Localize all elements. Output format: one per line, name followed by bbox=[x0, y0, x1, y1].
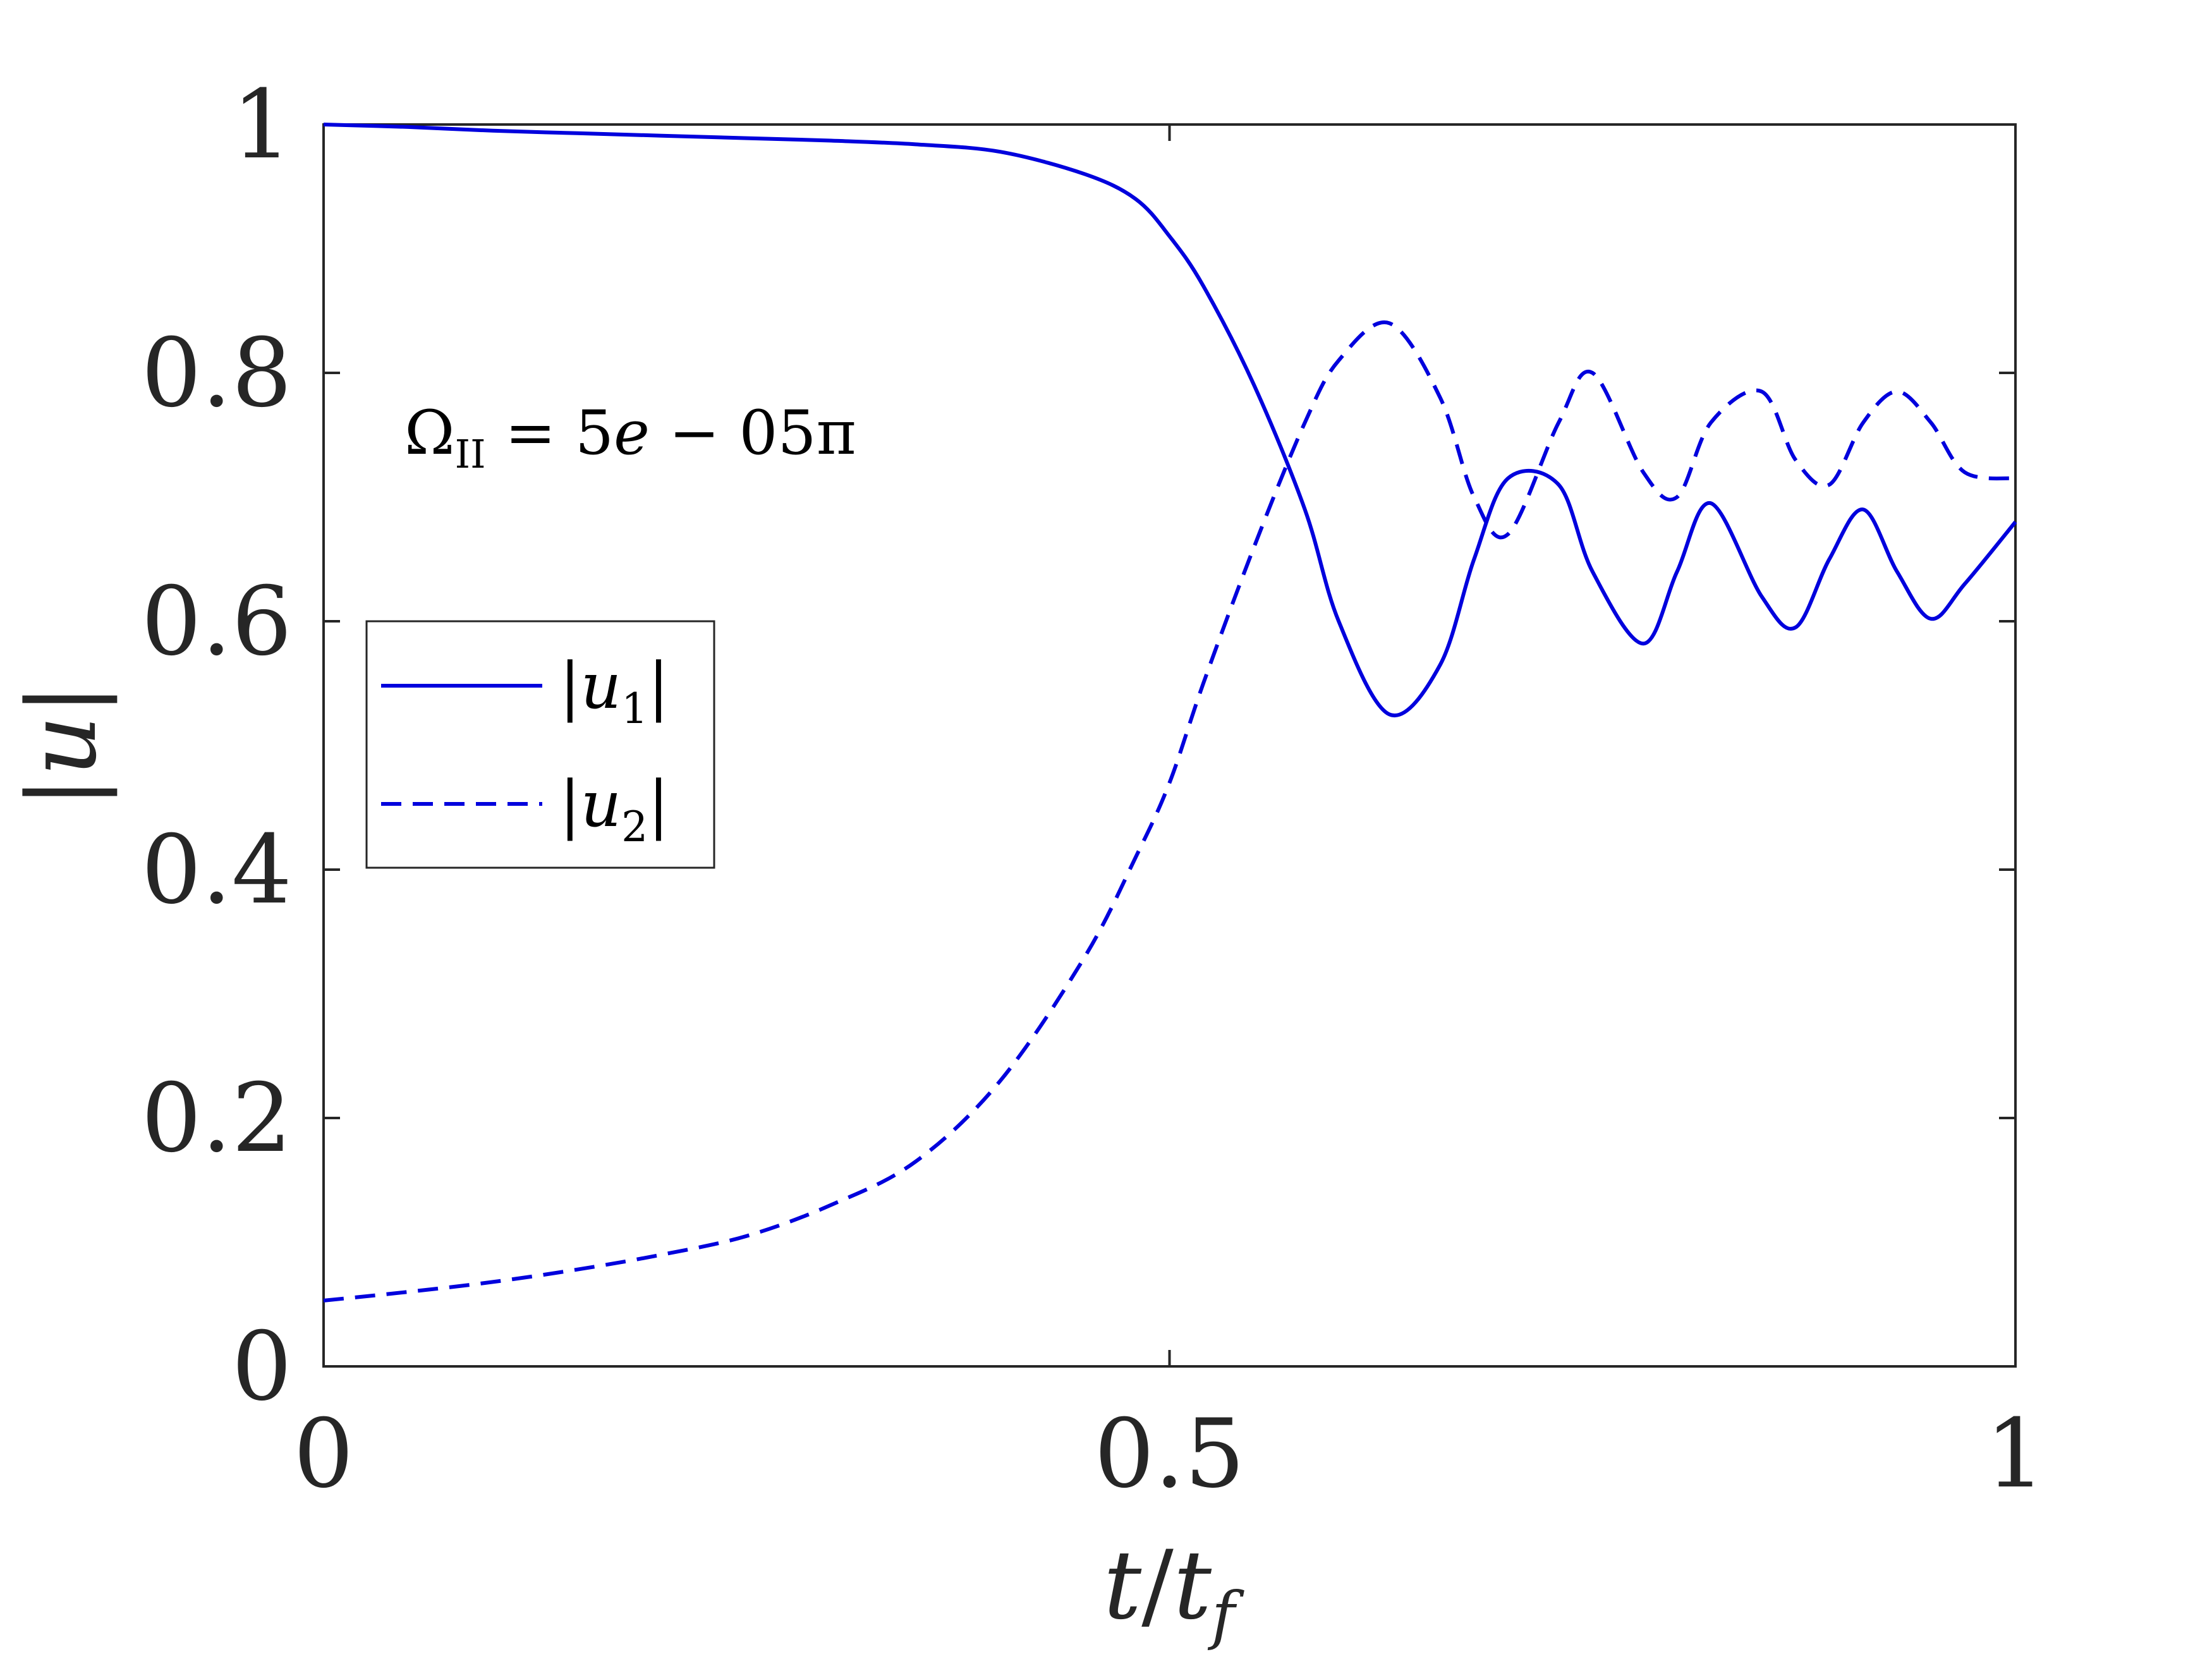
x-label-sub: f bbox=[1207, 1578, 1244, 1652]
ticks: 0 0.5 1 0 0.2 0.4 0.6 0.8 1 bbox=[141, 70, 2045, 1509]
annot-sub: II bbox=[455, 431, 486, 477]
omega-annotation: ΩII = 5e − 05π bbox=[404, 398, 856, 477]
x-label-tf: t bbox=[1174, 1531, 1212, 1641]
y-tick-label: 1 bbox=[232, 70, 292, 180]
annot-omega: Ω bbox=[404, 398, 455, 468]
annot-tail: − 05π bbox=[650, 398, 856, 468]
x-tick-label: 0 bbox=[293, 1399, 353, 1509]
x-axis-label: t/tf bbox=[1103, 1531, 1244, 1652]
y-axis-label: |u| bbox=[8, 683, 118, 808]
y-tick-label: 0.6 bbox=[141, 567, 292, 677]
series-line-1 bbox=[323, 123, 2017, 718]
annot-rest: = 5 bbox=[486, 398, 614, 468]
series-line-2 bbox=[323, 320, 2016, 1303]
annot-e: e bbox=[614, 398, 650, 468]
x-tick-label: 1 bbox=[1985, 1399, 2045, 1509]
legend-box bbox=[365, 620, 715, 869]
legend-label-u1: |u1| bbox=[559, 649, 669, 733]
legend: |u1| |u2| bbox=[365, 620, 715, 869]
legend-label-u2: |u2| bbox=[559, 767, 669, 851]
y-tick-label: 0 bbox=[232, 1312, 292, 1422]
x-label-t: t bbox=[1103, 1531, 1142, 1641]
x-label-slash: / bbox=[1141, 1531, 1174, 1641]
x-tick-label: 0.5 bbox=[1094, 1399, 1245, 1509]
y-tick-label: 0.2 bbox=[141, 1064, 292, 1174]
y-tick-label: 0.4 bbox=[141, 815, 292, 925]
y-tick-label: 0.8 bbox=[141, 319, 292, 428]
series-layer bbox=[323, 123, 2017, 1303]
